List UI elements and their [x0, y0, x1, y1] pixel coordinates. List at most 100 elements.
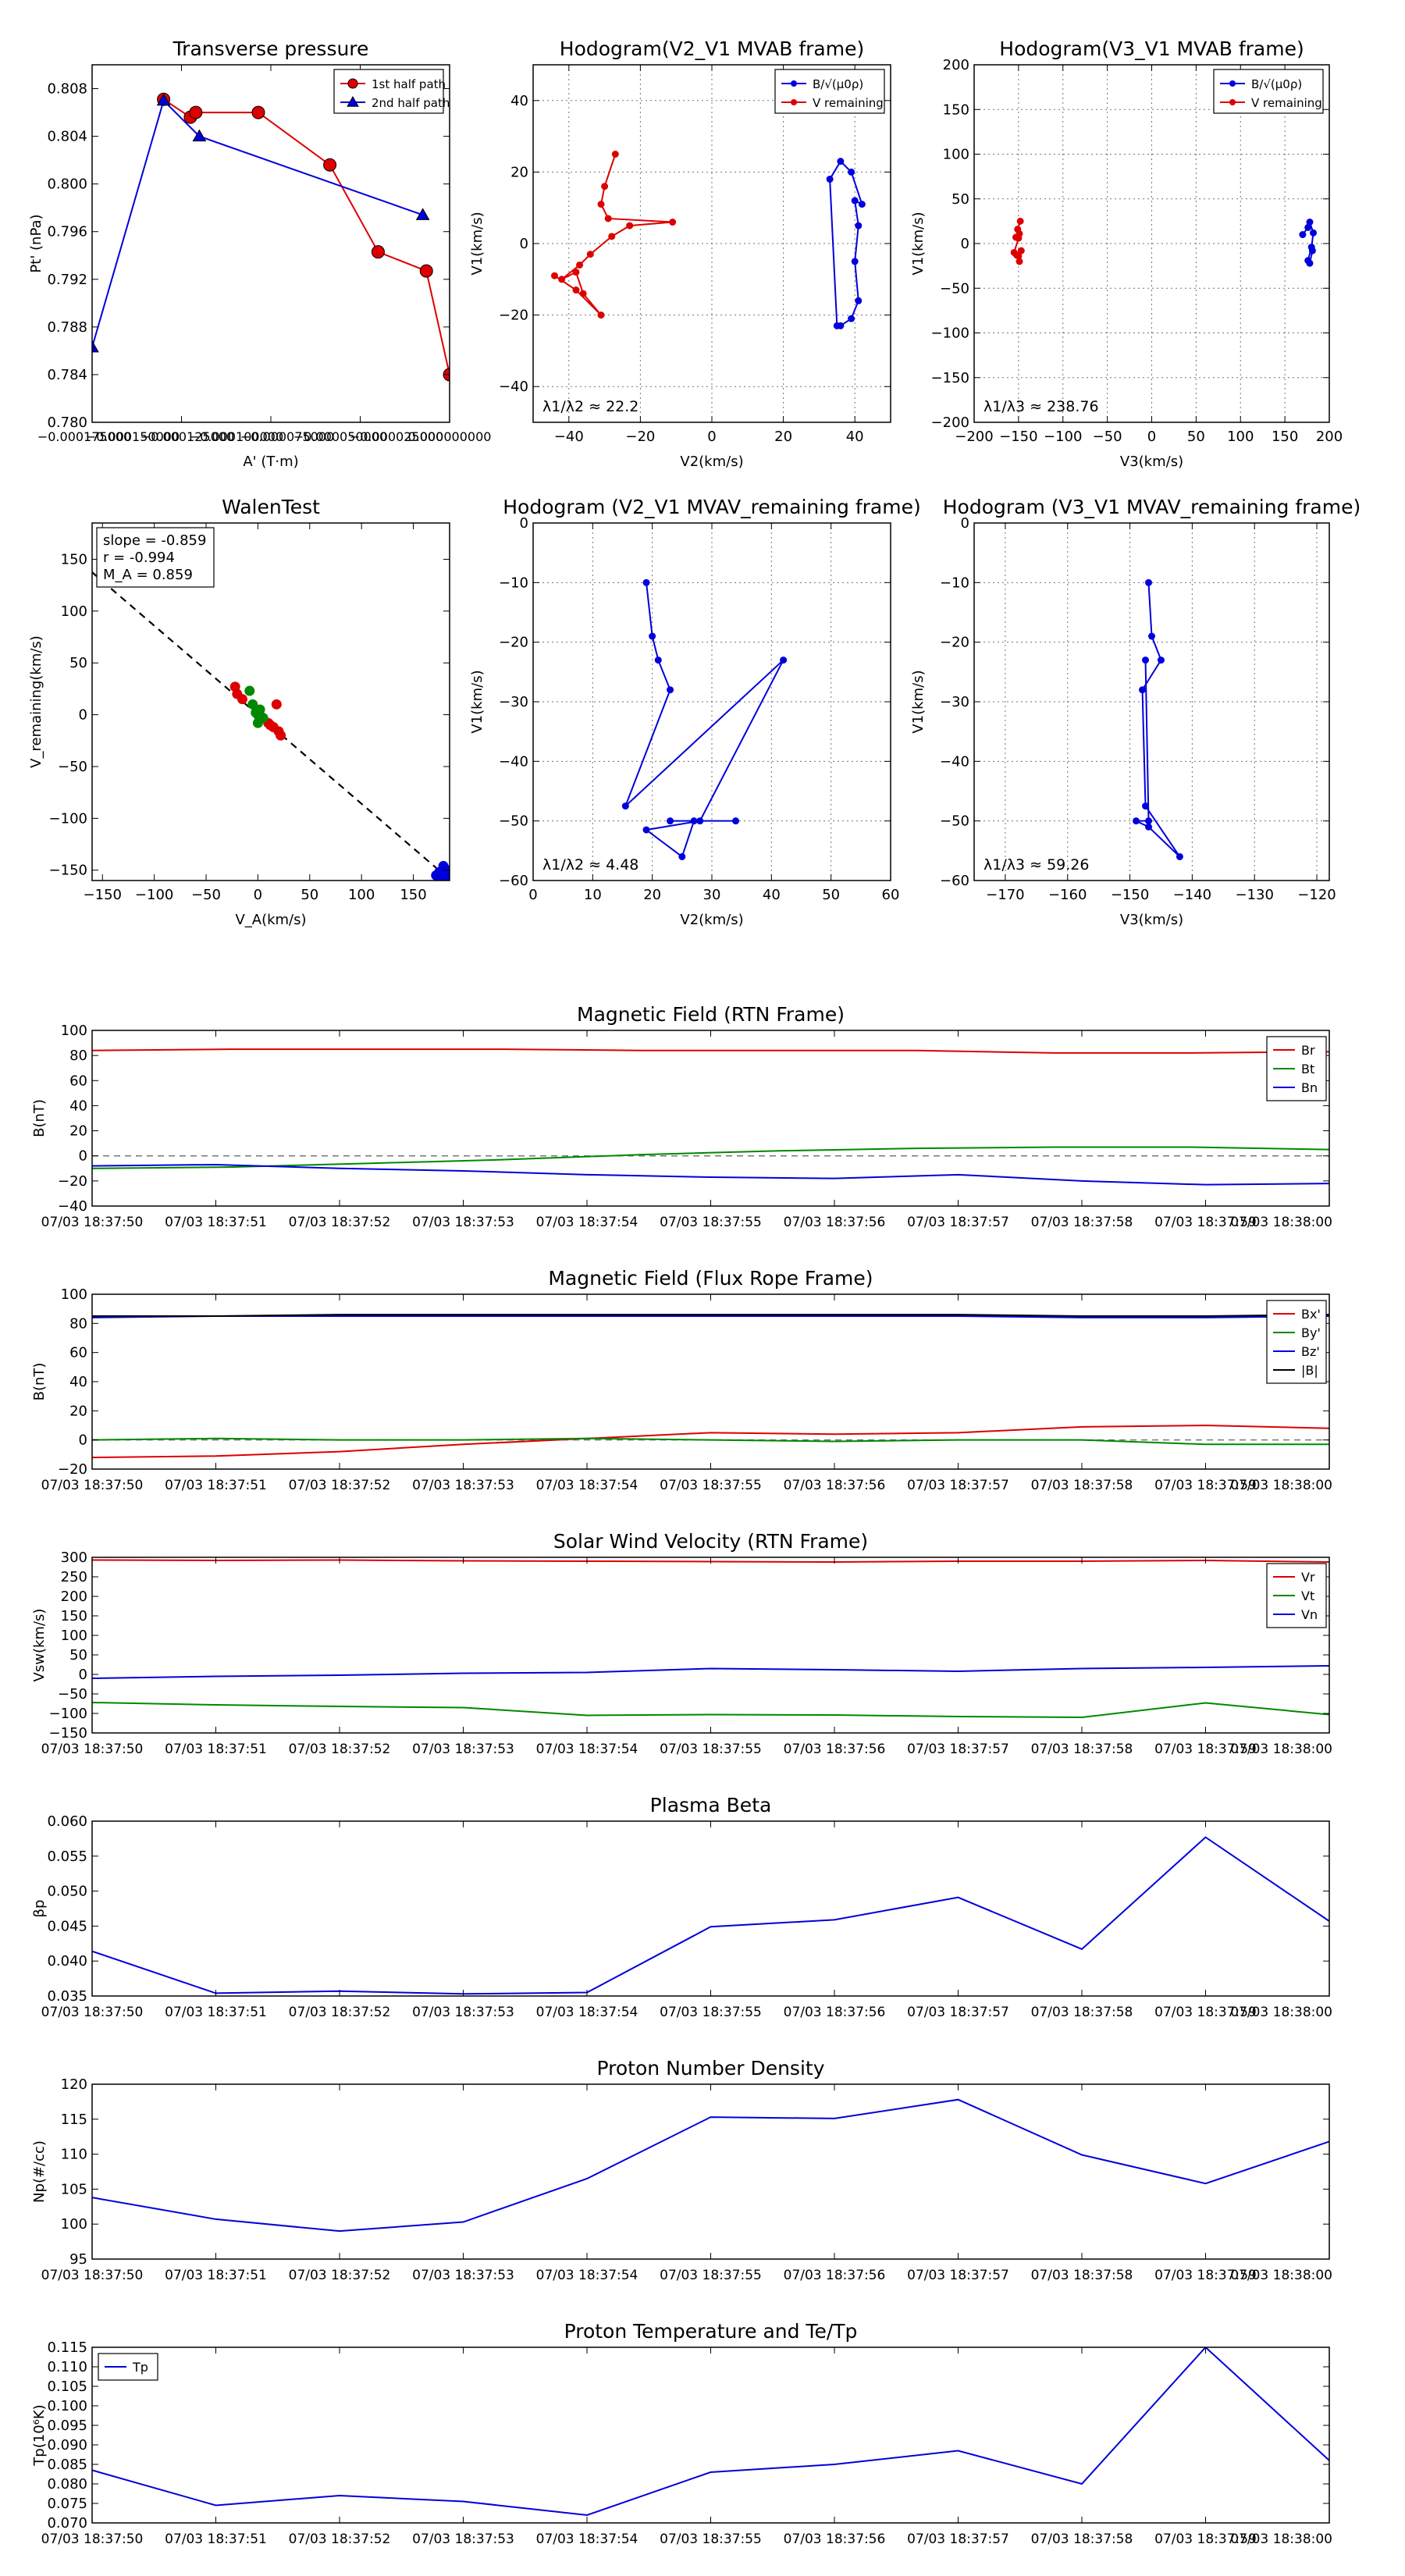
mag_fr-title: Magnetic Field (Flux Rope Frame)	[548, 1267, 873, 1290]
beta-time-label: 07/03 18:37:51	[165, 2005, 267, 2020]
tp-time-label: 07/03 18:37:56	[784, 2532, 886, 2547]
hodo_v2v1_mvab-point	[851, 258, 859, 265]
vsw-ytick-label: 100	[61, 1628, 87, 1644]
tp-ylabel: Tp(10⁶K)	[31, 2404, 48, 2466]
hodo_v2v1_mvab-eigen-ratio: λ1/λ2 ≈ 22.2	[542, 398, 638, 415]
walen-xlabel: V_A(km/s)	[235, 912, 306, 928]
hodo_v3v1_mvav-ytick-label: −30	[940, 694, 969, 710]
tp-title: Proton Temperature and Te/Tp	[564, 2320, 858, 2343]
np-ytick-label: 95	[69, 2251, 87, 2268]
hodo_v3v1_mvab-legend-box	[1213, 69, 1324, 114]
beta-ytick-label: 0.055	[47, 1848, 87, 1865]
tp-legend-label: Tp	[132, 2360, 148, 2375]
mag_fr-ytick-label: −20	[58, 1461, 87, 1478]
pt-series-line-0	[163, 98, 450, 375]
hodo_v3v1_mvab-legend-label: B/√(μ0ρ)	[1251, 77, 1302, 91]
pt-xtick-label: −0.000075000	[240, 429, 334, 444]
hodo_v2v1_mvab-point	[608, 233, 616, 240]
pt-ytick-label: 0.804	[47, 129, 87, 145]
pt-legend-label: 2nd half path	[372, 96, 450, 110]
pt-ylabel: Pt' (nPa)	[28, 214, 44, 272]
mag_rtn-time-label: 07/03 18:37:55	[660, 1215, 762, 1230]
mag_rtn-legend: Br Bt Bn	[1266, 1036, 1327, 1101]
walen-point	[271, 699, 282, 710]
hodo_v3v1_mvab-xtick-label: 200	[1316, 429, 1343, 445]
hodo_v2v1_mvab-legend-box	[774, 69, 885, 114]
hodo_v3v1_mvav-point	[1142, 802, 1150, 810]
hodo_v2v1_mvab-point	[572, 286, 580, 294]
mag_rtn-ytick-label: −40	[58, 1198, 87, 1215]
beta-time-label: 07/03 18:37:54	[536, 2005, 638, 2020]
hodo_v3v1_mvav-ytick-label: −10	[940, 575, 969, 591]
hodo_v3v1_mvab-chart: Hodogram(V3_V1 MVAB frame) −200 −150 −100 −5…	[910, 37, 1343, 470]
np-ytick-label: 105	[61, 2181, 87, 2197]
hodo_v2v1_mvab-point	[855, 297, 863, 304]
np-ytick-label: 110	[61, 2147, 87, 2163]
walen-stat-line: M_A = 0.859	[103, 567, 193, 583]
mag_fr-ytick-label: 20	[69, 1403, 87, 1419]
pt-ytick-label: 0.788	[47, 319, 87, 336]
np-time-label: 07/03 18:37:53	[412, 2268, 514, 2283]
hodo_v3v1_mvab-xtick-label: 0	[1147, 429, 1156, 445]
mag_fr-time-label: 07/03 18:38:00	[1230, 1478, 1332, 1493]
np-plot-area	[92, 2098, 1329, 2233]
mag_rtn-ylabel: B(nT)	[31, 1099, 48, 1137]
hodo_v2v1_mvab-point	[579, 290, 587, 297]
hodo_v2v1_mvab-point	[604, 215, 612, 222]
hodo_v3v1_mvab-point	[1016, 217, 1024, 225]
mag_rtn-time-label: 07/03 18:37:57	[907, 1215, 1009, 1230]
tp-time-label: 07/03 18:37:50	[41, 2532, 144, 2547]
mag_rtn-ytick-label: −20	[58, 1173, 87, 1190]
vsw-time-label: 07/03 18:38:00	[1230, 1742, 1332, 1757]
pt-title: Transverse pressure	[173, 37, 369, 60]
pt-xlabel: A' (T·m)	[243, 454, 298, 470]
hodo_v2v1_mvav-point	[696, 817, 704, 825]
vsw-ytick-label: −150	[49, 1725, 87, 1742]
mag_fr-legend-label: Bx'	[1301, 1307, 1321, 1322]
mag_rtn-ytick-label: 40	[69, 1098, 87, 1114]
walen-ytick-label: −150	[49, 863, 87, 879]
vsw-time-label: 07/03 18:37:55	[660, 1742, 762, 1757]
hodo_v3v1_mvav-point	[1157, 656, 1165, 664]
vsw-axes-frame	[91, 1557, 1330, 1734]
tp-time-label: 07/03 18:37:53	[412, 2532, 514, 2547]
vsw-ytick-label: 300	[61, 1550, 87, 1566]
hodo_v2v1_mvab-legend-marker	[791, 80, 797, 87]
hodo_v2v1_mvav-point	[642, 826, 650, 834]
mag_fr-time-label: 07/03 18:37:57	[907, 1478, 1009, 1493]
hodo_v3v1_mvav-point	[1133, 817, 1140, 825]
walen-xtick-label: 0	[254, 887, 262, 903]
hodo_v2v1_mvab-title: Hodogram(V2_V1 MVAB frame)	[560, 37, 864, 60]
vsw-time-label: 07/03 18:37:53	[412, 1742, 514, 1757]
pt-point	[92, 340, 99, 353]
hodo_v3v1_mvav-ytick-label: −60	[940, 873, 969, 889]
hodo_v2v1_mvav-point	[642, 578, 650, 586]
pt-legend-label: 1st half path	[372, 77, 446, 91]
hodo_v2v1_mvav-point	[780, 656, 788, 664]
walen-stat-line: r = -0.994	[103, 550, 175, 566]
hodo_v3v1_mvab-legend-label: V remaining	[1251, 96, 1322, 110]
hodo_v2v1_mvav-ytick-label: −40	[499, 753, 528, 770]
walen-point	[276, 730, 286, 741]
hodo_v3v1_mvav-xtick-label: −150	[1111, 887, 1149, 903]
hodo_v3v1_mvab-ytick-label: 200	[943, 57, 969, 73]
vsw-ylabel: Vsw(km/s)	[31, 1609, 48, 1682]
np-time-label: 07/03 18:37:56	[784, 2268, 886, 2283]
mag_rtn-legend-label: Bn	[1301, 1080, 1318, 1095]
mag_rtn-time-label: 07/03 18:38:00	[1230, 1215, 1332, 1230]
vsw-time-label: 07/03 18:37:59	[1154, 1742, 1257, 1757]
vsw-time-label: 07/03 18:37:58	[1031, 1742, 1133, 1757]
hodo_v3v1_mvab-point	[1299, 231, 1307, 239]
mag_fr-time-label: 07/03 18:37:52	[289, 1478, 391, 1493]
hodo_v2v1_mvab-ytick-label: 20	[510, 164, 528, 180]
beta-time-label: 07/03 18:37:58	[1031, 2005, 1133, 2020]
hodo_v2v1_mvav-eigen-ratio: λ1/λ2 ≈ 4.48	[542, 856, 638, 873]
hodo_v2v1_mvab-point	[826, 176, 834, 183]
walen-fit-line	[92, 571, 450, 881]
mag_rtn-series-1	[92, 1146, 1329, 1169]
pt-point	[371, 245, 385, 259]
hodo_v2v1_mvav-ytick-label: −10	[499, 575, 528, 591]
walen-ytick-label: −100	[49, 810, 87, 827]
hodo_v3v1_mvab-xlabel: V3(km/s)	[1120, 454, 1183, 470]
hodo_v3v1_mvab-ylabel: V1(km/s)	[910, 212, 927, 275]
